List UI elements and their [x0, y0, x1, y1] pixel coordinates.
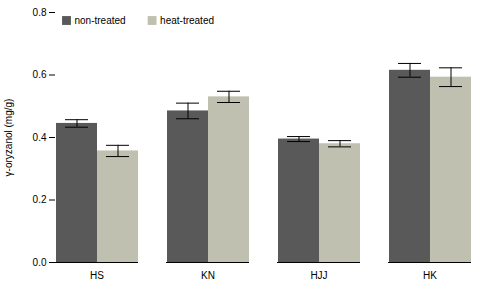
svg-text:0.4: 0.4	[33, 132, 47, 143]
svg-text:γ-oryzanol (mg/g): γ-oryzanol (mg/g)	[3, 99, 14, 177]
svg-text:KN: KN	[201, 270, 215, 281]
svg-text:HS: HS	[90, 270, 104, 281]
svg-text:0.0: 0.0	[33, 257, 47, 268]
svg-text:non-treated: non-treated	[75, 15, 126, 26]
svg-text:heat-treated: heat-treated	[160, 15, 214, 26]
svg-text:0.2: 0.2	[33, 194, 47, 205]
svg-text:HJJ: HJJ	[310, 270, 327, 281]
svg-text:HK: HK	[423, 270, 437, 281]
svg-text:0.6: 0.6	[33, 69, 47, 80]
svg-text:0.8: 0.8	[33, 7, 47, 18]
